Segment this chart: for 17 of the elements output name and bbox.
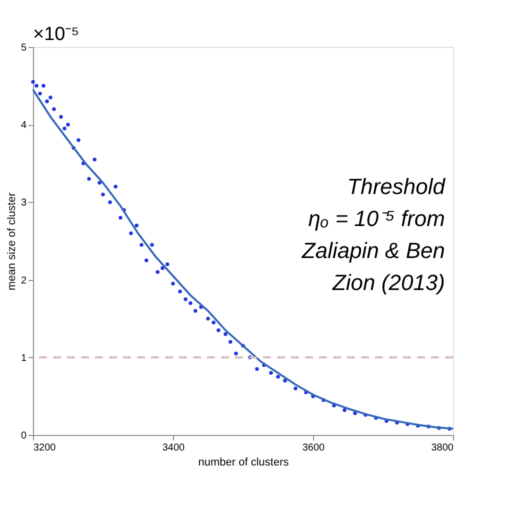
annotation: Zion (2013) <box>331 270 445 295</box>
y-tick-label: 4 <box>20 120 27 132</box>
x-tick-label: 3600 <box>302 442 326 454</box>
y-tick-label: 2 <box>20 275 27 286</box>
y-tick-label: 5 <box>20 42 27 54</box>
y-axis-title: mean size of cluster <box>6 192 18 290</box>
y-tick-label: 1 <box>20 352 27 364</box>
annotation: ηₒ = 10⁻⁵ from <box>308 206 445 231</box>
x-tick-label: 3800 <box>431 442 454 454</box>
text: ×10⁻⁵ <box>33 24 80 45</box>
x-tick-label: 3400 <box>162 442 186 454</box>
y-tick-label: 0 <box>20 430 27 442</box>
x-axis-title: number of clusters <box>198 456 290 468</box>
x-tick-label: 3200 <box>34 442 56 454</box>
annotation: Zaliapin & Ben <box>300 238 445 263</box>
y-tick-label: 3 <box>20 198 27 209</box>
annotation: Threshold <box>347 174 446 199</box>
